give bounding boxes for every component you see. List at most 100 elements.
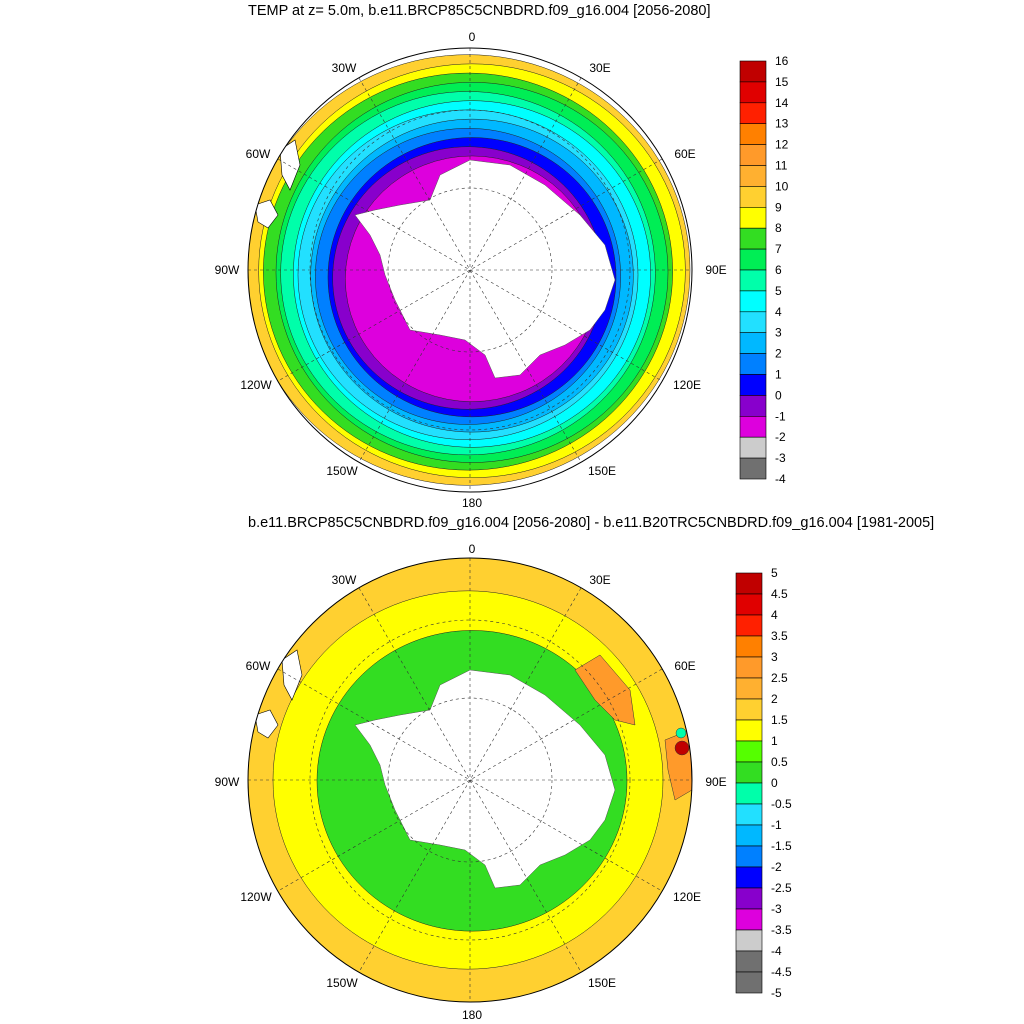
south-america-land xyxy=(254,199,279,229)
colorbar-swatch xyxy=(739,144,767,166)
colorbar-swatch xyxy=(739,395,767,417)
colorbar-swatch xyxy=(739,311,767,333)
colorbar-label: 15 xyxy=(775,75,789,89)
colorbar-label: 1 xyxy=(775,368,782,382)
colorbar-label: -2 xyxy=(771,860,782,874)
colorbar-label: -5 xyxy=(771,986,782,1000)
lon-label-180: 180 xyxy=(462,1008,482,1022)
lon-label-0: 0 xyxy=(469,30,476,44)
colorbar-label: 3 xyxy=(775,326,782,340)
colorbar-swatch xyxy=(739,60,767,83)
colorbar-swatch xyxy=(735,656,763,679)
colorbar-label: -2 xyxy=(775,430,786,444)
lon-label-30e: 30E xyxy=(589,573,610,587)
panel-1-title: TEMP at z= 5.0m, b.e11.BRCP85C5CNBDRD.f0… xyxy=(248,3,711,19)
colorbar-label: 0 xyxy=(771,776,778,790)
panel-2-graticule xyxy=(248,558,692,1002)
colorbar-label: 3.5 xyxy=(771,629,788,643)
lon-label-90w: 90W xyxy=(215,775,240,789)
lon-label-90w: 90W xyxy=(215,263,240,277)
lon-label-60e: 60E xyxy=(674,147,695,161)
colorbar-swatch xyxy=(739,186,767,208)
antarctica-land-2 xyxy=(354,669,616,889)
panel-1-graticule xyxy=(248,48,692,492)
colorbar-label: 16 xyxy=(775,54,789,68)
colorbar-label: -1 xyxy=(771,818,782,832)
colorbar-label: -2.5 xyxy=(771,881,792,895)
colorbar-swatch xyxy=(735,887,763,910)
colorbar-swatch xyxy=(735,761,763,784)
colorbar-swatch xyxy=(739,415,767,438)
panel-2-lon-labels: 0 30E 60E 90E 120E 150E 180 150W 120W 90… xyxy=(215,542,727,1022)
south-america-land-2 xyxy=(254,709,279,739)
colorbar-swatch xyxy=(739,227,767,250)
colorbar-label: -1 xyxy=(775,409,786,423)
colorbar-label: 4 xyxy=(775,305,782,319)
lon-label-180: 180 xyxy=(462,496,482,510)
colorbar-label: 0.5 xyxy=(771,755,788,769)
colorbar-swatch xyxy=(735,614,763,637)
cold-spot xyxy=(675,727,687,739)
colorbar-label: 4.5 xyxy=(771,587,788,601)
panel-1-map xyxy=(248,48,692,492)
colorbar-swatch xyxy=(739,81,767,104)
colorbar-label: -0.5 xyxy=(771,797,792,811)
colorbar-swatch xyxy=(735,740,763,763)
colorbar-label: 8 xyxy=(775,221,782,235)
lon-label-30w: 30W xyxy=(332,61,357,75)
colorbar-swatch xyxy=(739,248,767,271)
lon-label-90e: 90E xyxy=(705,263,726,277)
colorbar-swatch xyxy=(735,572,763,595)
colorbar-label: 6 xyxy=(775,263,782,277)
colorbar-label: 1 xyxy=(771,734,778,748)
colorbar-label: 13 xyxy=(775,117,789,131)
colorbar-swatch xyxy=(735,971,763,994)
lon-label-120e: 120E xyxy=(673,378,701,392)
colorbar-label: 5 xyxy=(775,284,782,298)
colorbar-label: 9 xyxy=(775,200,782,214)
colorbar-swatch xyxy=(735,908,763,931)
colorbar-swatch xyxy=(735,677,763,700)
panel-1-map-border xyxy=(247,47,693,493)
colorbar-swatch xyxy=(735,803,763,826)
peninsula-land xyxy=(279,139,301,191)
colorbar-swatch xyxy=(739,269,767,292)
colorbar-swatch xyxy=(735,782,763,805)
colorbar-swatch xyxy=(735,845,763,868)
lon-label-120e: 120E xyxy=(673,890,701,904)
colorbar-label: 0 xyxy=(775,388,782,402)
colorbar-swatch xyxy=(735,950,763,973)
colorbar-swatch xyxy=(735,866,763,889)
lon-label-30e: 30E xyxy=(589,61,610,75)
lon-label-60w: 60W xyxy=(246,659,271,673)
colorbar-swatch xyxy=(735,635,763,658)
panel-2-colorbar: 5 4.5 4 3.5 3 2.5 2 1.5 1 0.5 0 -0.5 -1 -1.5 -2 -2.5 -3 -… xyxy=(735,566,792,1000)
colorbar-label: -1.5 xyxy=(771,839,792,853)
colorbar-label: 7 xyxy=(775,242,782,256)
colorbar-label: 5 xyxy=(771,566,778,580)
lon-label-0: 0 xyxy=(469,542,476,556)
warm-anomaly-patch xyxy=(574,654,636,726)
panel-2-map xyxy=(248,558,692,1002)
colorbar-label: 14 xyxy=(775,96,789,110)
lon-label-150w: 150W xyxy=(326,464,358,478)
colorbar-label: 2.5 xyxy=(771,671,788,685)
colorbar-label: 11 xyxy=(775,159,788,173)
colorbar-swatch xyxy=(735,593,763,616)
colorbar-label: -4 xyxy=(775,472,786,486)
colorbar-swatch xyxy=(735,929,763,952)
lon-label-120w: 120W xyxy=(240,890,272,904)
colorbar-swatch xyxy=(739,436,767,459)
lon-label-90e: 90E xyxy=(705,775,726,789)
colorbar-swatch xyxy=(735,824,763,847)
colorbar-swatch xyxy=(739,102,767,125)
panel-2-title: b.e11.BRCP85C5CNBDRD.f09_g16.004 [2056-2… xyxy=(248,515,935,531)
colorbar-swatch xyxy=(739,290,767,313)
lon-label-150e: 150E xyxy=(588,464,616,478)
lon-label-150w: 150W xyxy=(326,976,358,990)
lon-label-60e: 60E xyxy=(674,659,695,673)
panel-2-map-border xyxy=(247,557,693,1003)
colorbar-swatch xyxy=(739,353,767,375)
